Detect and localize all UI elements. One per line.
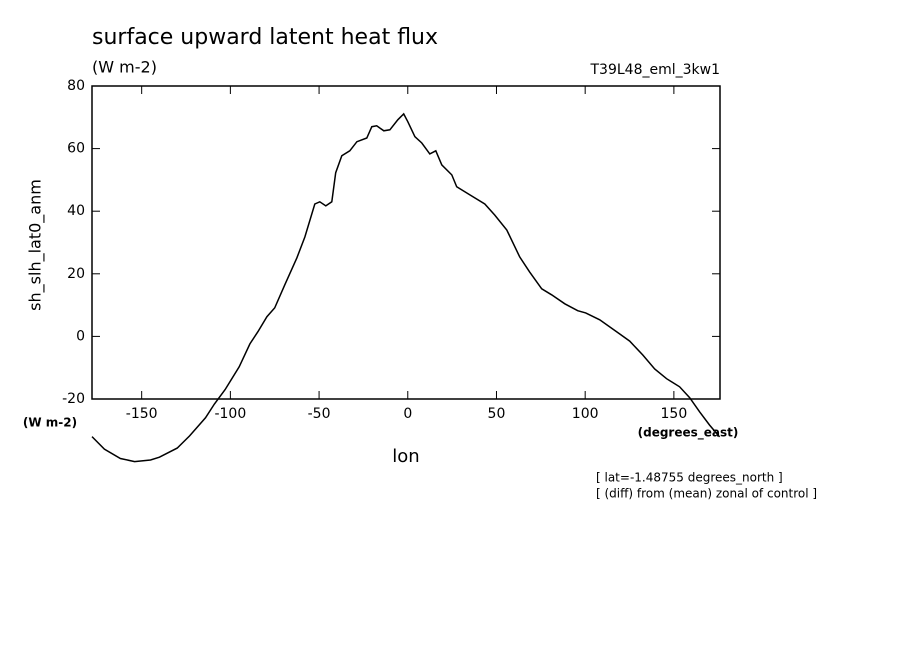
y-axis-label: sh_slh_lat0_anm (26, 179, 46, 311)
x-tick-label: 150 (661, 406, 688, 422)
x-tick-label: 0 (403, 406, 412, 422)
y-tick-label: -20 (62, 391, 85, 407)
x-tick-label: 50 (488, 406, 506, 422)
chart-subtitle: (W m-2) (92, 58, 157, 77)
x-tick-label: -150 (126, 406, 158, 422)
note: [ (diff) from (mean) zonal of control ] (596, 487, 817, 501)
plot-frame (91, 85, 721, 400)
y-tick-label: 80 (67, 78, 85, 94)
y-tick-label: 40 (67, 203, 85, 219)
x-tick-label: -100 (214, 406, 246, 422)
data-line (91, 112, 721, 463)
x-tick-label: -50 (308, 406, 331, 422)
x-tick-label: 100 (572, 406, 599, 422)
chart-title: surface upward latent heat flux (92, 25, 438, 50)
y-units: (W m-2) (23, 416, 77, 430)
x-axis-label: lon (392, 446, 419, 467)
y-tick-label: 60 (67, 141, 85, 157)
note: [ lat=-1.48755 degrees_north ] (596, 471, 783, 485)
dataset-label: T39L48_eml_3kw1 (590, 62, 721, 78)
x-units: (degrees_east) (638, 426, 739, 441)
y-tick-label: 0 (76, 328, 85, 344)
y-tick-label: 20 (67, 266, 85, 282)
